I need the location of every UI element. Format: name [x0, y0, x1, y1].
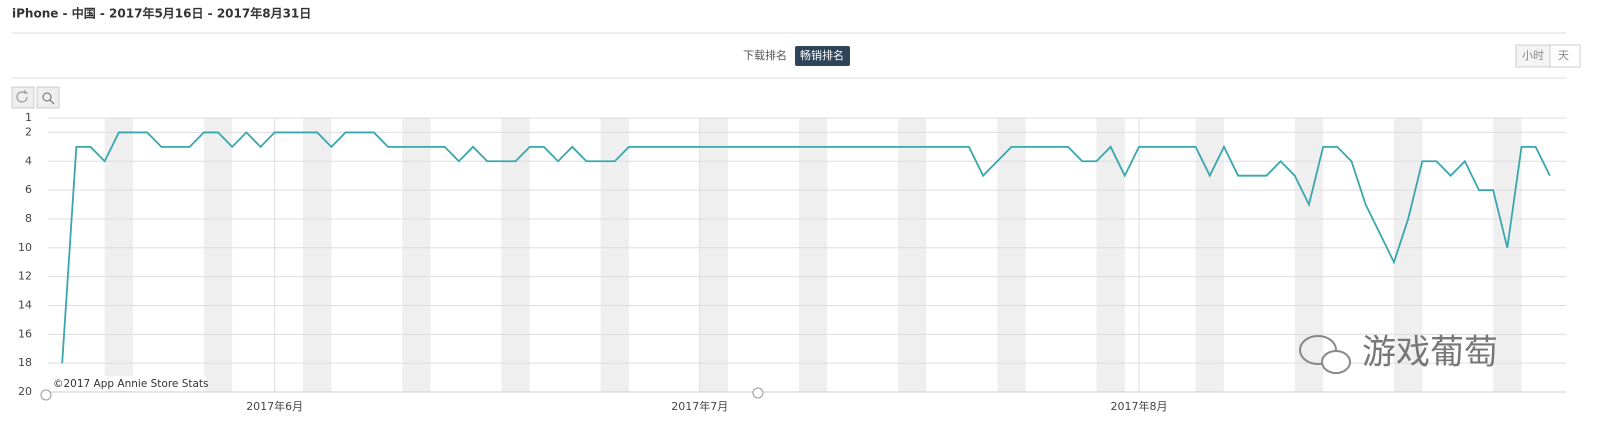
tab-active-bg[interactable] [795, 46, 850, 66]
btn-day[interactable]: 天 [1558, 49, 1569, 62]
wechat-icon [1321, 350, 1351, 374]
weekend-band [699, 118, 729, 392]
weekend-band [104, 118, 134, 392]
weekend-band [798, 118, 828, 392]
tab[interactable]: 下载排名 [743, 48, 787, 62]
y-tick-label: 8 [25, 212, 32, 225]
watermark: 游戏葡萄 [1362, 333, 1498, 373]
y-tick-label: 2 [25, 125, 32, 138]
btn-day-bg[interactable] [1549, 44, 1581, 68]
y-tick-label: 18 [18, 356, 32, 369]
credit-bg [50, 376, 206, 391]
y-tick-label: 1 [25, 111, 32, 124]
y-tick-label: 16 [18, 327, 32, 340]
nav-handle [40, 389, 52, 401]
weekend-band [600, 118, 629, 392]
weekend-band [898, 118, 927, 392]
weekend-band [303, 118, 332, 392]
reset-icon [16, 90, 28, 103]
x-tick-label: 2017年8月 [1110, 399, 1167, 413]
y-tick-label: 20 [18, 385, 32, 398]
x-tick-label: 2017年6月 [246, 399, 303, 413]
zoom-icon [49, 99, 55, 105]
y-tick-label: 14 [18, 298, 32, 311]
y-tick-label: 6 [25, 183, 32, 196]
weekend-band [997, 118, 1026, 392]
weekend-band [1195, 118, 1224, 392]
nav-handle [752, 387, 764, 399]
zoom-btn[interactable] [36, 86, 60, 109]
rank-line [61, 131, 1551, 364]
header-title: iPhone - 中国 - 2017年5月16日 - 2017年8月31日 [12, 6, 311, 21]
credit: ©2017 App Annie Store Stats [53, 378, 209, 390]
weekend-band [1393, 118, 1423, 392]
y-tick-label: 10 [18, 241, 32, 254]
weekend-band [402, 118, 431, 392]
tab-active[interactable]: 畅销排名 [800, 48, 844, 62]
weekend-band [1096, 118, 1125, 392]
reset-btn[interactable] [11, 86, 35, 109]
y-tick-label: 12 [18, 270, 32, 283]
zoom-icon [42, 92, 52, 102]
weekend-band [203, 118, 233, 392]
x-tick-label: 2017年7月 [671, 399, 728, 413]
weekend-band [501, 118, 530, 392]
y-tick-label: 4 [25, 154, 32, 167]
btn-hour[interactable]: 小时 [1522, 49, 1544, 62]
weekend-band [1493, 118, 1522, 392]
